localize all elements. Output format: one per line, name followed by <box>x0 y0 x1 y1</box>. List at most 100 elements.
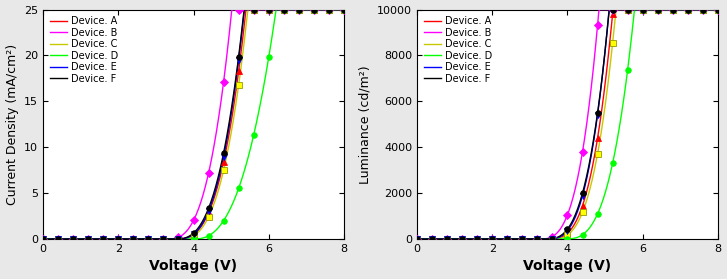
Device. E <box>532 237 541 241</box>
Device. D <box>449 237 457 241</box>
Device. B <box>340 8 348 11</box>
Device. D <box>532 237 541 241</box>
Device. D <box>137 237 145 241</box>
Line: Device. D: Device. D <box>417 9 718 239</box>
Device. D <box>158 237 166 241</box>
Device. B <box>603 8 611 11</box>
Device. F <box>713 8 722 11</box>
Device. C <box>258 8 267 11</box>
Device. A <box>228 113 237 116</box>
Device. C <box>340 8 348 11</box>
Device. A <box>602 72 611 76</box>
Device. B <box>713 8 722 11</box>
Device. B <box>532 237 541 241</box>
Legend: Device. A, Device. B, Device. C, Device. D, Device. E, Device. F: Device. A, Device. B, Device. C, Device.… <box>422 15 494 86</box>
Device. E <box>630 8 639 11</box>
Device. C <box>630 8 639 11</box>
Device. D <box>256 103 265 106</box>
Device. F <box>605 8 614 11</box>
Device. D <box>39 237 47 241</box>
Device. D <box>630 8 639 11</box>
Device. F <box>630 8 639 11</box>
Device. F <box>137 237 145 241</box>
Device. A <box>713 8 722 11</box>
Device. C <box>602 95 611 98</box>
Device. B <box>258 8 267 11</box>
Device. A <box>257 8 265 11</box>
Line: Device. B: Device. B <box>417 9 718 239</box>
Device. C <box>39 237 47 241</box>
Line: Device. B: Device. B <box>43 9 344 239</box>
Line: Device. A: Device. A <box>43 9 344 239</box>
Device. A <box>449 237 457 241</box>
Device. C <box>713 8 722 11</box>
Device. E <box>605 8 614 11</box>
Device. E <box>158 237 166 241</box>
Device. F <box>228 101 237 104</box>
Device. D <box>510 237 519 241</box>
X-axis label: Voltage (V): Voltage (V) <box>150 259 238 273</box>
Device. D <box>273 8 281 11</box>
Device. B <box>630 8 639 11</box>
Device. B <box>449 237 457 241</box>
Device. F <box>258 8 267 11</box>
Device. F <box>257 8 265 11</box>
Device. F <box>158 237 166 241</box>
Device. E <box>257 8 265 11</box>
Device. A <box>242 8 251 11</box>
Device. B <box>158 237 166 241</box>
Device. F <box>75 237 84 241</box>
Device. E <box>632 8 640 11</box>
Device. E <box>258 8 267 11</box>
Device. C <box>137 237 145 241</box>
Device. C <box>244 8 252 11</box>
Device. A <box>75 237 84 241</box>
Device. A <box>39 237 47 241</box>
Device. A <box>510 237 519 241</box>
Device. C <box>413 237 422 241</box>
Device. A <box>532 237 541 241</box>
Device. C <box>611 8 620 11</box>
Device. D <box>228 203 237 206</box>
Line: Device. E: Device. E <box>43 9 344 239</box>
Device. C <box>75 237 84 241</box>
Legend: Device. A, Device. B, Device. C, Device. D, Device. E, Device. F: Device. A, Device. B, Device. C, Device.… <box>48 15 121 86</box>
Device. E <box>602 37 611 41</box>
Device. D <box>630 11 638 14</box>
Device. C <box>449 237 457 241</box>
Device. D <box>75 237 84 241</box>
Device. A <box>632 8 640 11</box>
Device. B <box>632 8 640 11</box>
Device. E <box>228 105 237 108</box>
Device. C <box>257 8 265 11</box>
Device. B <box>39 237 47 241</box>
Device. D <box>413 237 422 241</box>
Line: Device. E: Device. E <box>417 9 718 239</box>
Device. F <box>340 8 348 11</box>
Device. A <box>158 237 166 241</box>
Device. B <box>229 8 238 11</box>
Device. E <box>39 237 47 241</box>
Device. F <box>632 8 640 11</box>
Device. C <box>632 8 640 11</box>
Device. F <box>510 237 519 241</box>
Device. E <box>240 8 249 11</box>
Device. F <box>602 38 611 41</box>
Line: Device. F: Device. F <box>417 9 718 239</box>
Device. A <box>258 8 267 11</box>
Device. C <box>228 124 237 128</box>
Device. E <box>340 8 348 11</box>
X-axis label: Voltage (V): Voltage (V) <box>523 259 611 273</box>
Device. D <box>602 187 611 191</box>
Device. F <box>449 237 457 241</box>
Device. A <box>630 8 639 11</box>
Line: Device. D: Device. D <box>43 9 344 239</box>
Device. F <box>240 8 249 11</box>
Device. E <box>713 8 722 11</box>
Device. E <box>510 237 519 241</box>
Device. D <box>257 95 266 98</box>
Device. B <box>257 8 265 11</box>
Device. E <box>413 237 422 241</box>
Device. C <box>158 237 166 241</box>
Device. C <box>532 237 541 241</box>
